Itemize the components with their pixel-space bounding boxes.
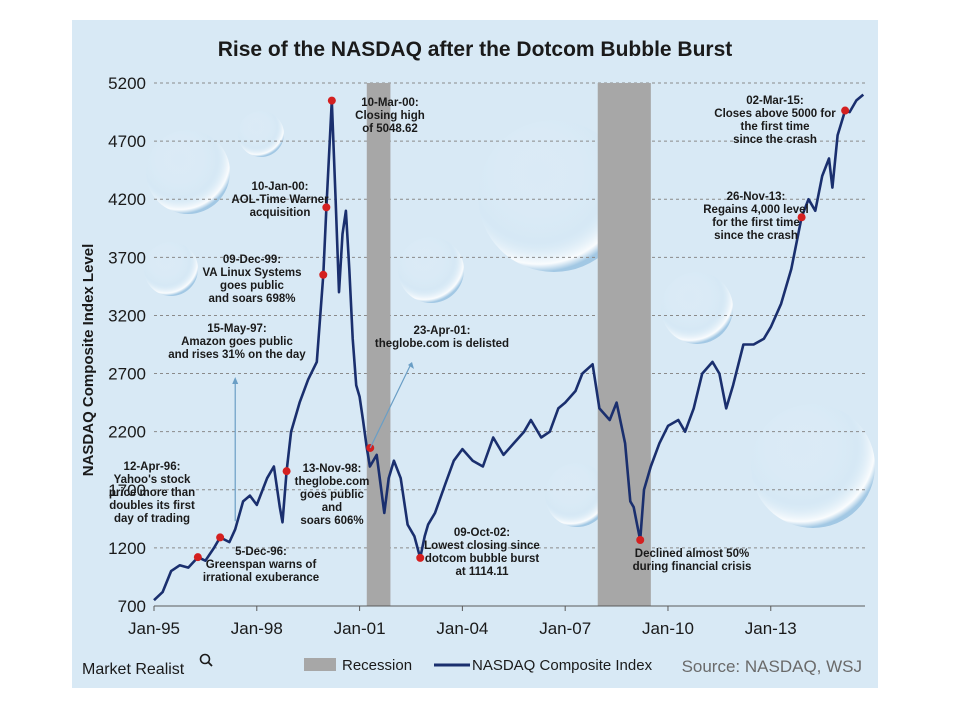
annotation-label: 02-Mar-15: Closes above 5000 for the first… [714, 95, 836, 146]
annotations: 12-Apr-96: Yahoo's stock price more than do… [109, 95, 850, 584]
chart-panel: Rise of the NASDAQ after the Dotcom Bubb… [72, 20, 878, 688]
source-note: Source: NASDAQ, WSJ [682, 657, 862, 676]
legend-label-nasdaq: NASDAQ Composite Index [472, 657, 653, 674]
annotation-marker [416, 553, 425, 562]
series-line-nasdaq [153, 93, 865, 602]
annotation-label: 15-May-97: Amazon goes public and rises 31… [168, 323, 306, 361]
annotation-label: 23-Apr-01: theglobe.com is delisted [375, 325, 509, 350]
annotation-label: 12-Apr-96: Yahoo's stock price more than do… [109, 461, 195, 525]
y-axis-ticks: 700 1200 1700 2200 2700 3200 3700 4200 4700 5200 [108, 74, 146, 616]
annotation-marker [319, 270, 328, 279]
annotation-label: 5-Dec-96: Greenspan warns of irrational ex… [203, 546, 319, 584]
brand-logo: Market Realist [82, 653, 213, 678]
y-tick-label: 5200 [108, 74, 146, 93]
chart-title: Rise of the NASDAQ after the Dotcom Bubb… [218, 38, 733, 61]
annotation-label: Declined almost 50% during financial cris… [633, 548, 752, 573]
magnifier-icon [199, 653, 213, 667]
annotation-marker [636, 535, 645, 544]
annotation-label: 09-Oct-02: Lowest closing since dotcom bub… [424, 527, 540, 578]
decorative-bubbles [144, 111, 875, 528]
y-tick-label: 4200 [108, 190, 146, 209]
annotation-arrowhead-theglobe [408, 362, 414, 369]
annotation-label: 09-Dec-99: VA Linux Systems goes public and… [202, 254, 301, 305]
annotation-marker [327, 96, 336, 105]
annotation-marker [282, 467, 291, 476]
y-axis-label: NASDAQ Composite Index Level [80, 244, 97, 477]
nasdaq-chart: Rise of the NASDAQ after the Dotcom Bubb… [80, 38, 875, 678]
y-tick-label: 1200 [108, 539, 146, 558]
annotation-marker [216, 533, 225, 542]
recession-band [366, 83, 391, 606]
legend: Recession NASDAQ Composite Index [304, 657, 653, 674]
grid-lines [154, 82, 865, 549]
recession-band [597, 83, 651, 606]
annotation-marker [193, 553, 202, 562]
annotation-marker [841, 106, 850, 115]
y-tick-label: 3200 [108, 306, 146, 325]
legend-label-recession: Recession [342, 657, 412, 674]
annotation-label: 10-Jan-00: AOL-Time Warner acquisition [231, 181, 329, 219]
y-tick-label: 1700 [108, 481, 146, 500]
x-tick-label: Jan-98 [231, 619, 283, 638]
x-tick-label: Jan-10 [642, 619, 694, 638]
y-tick-label: 2700 [108, 365, 146, 384]
x-tick-label: Jan-95 [128, 619, 180, 638]
y-tick-label: 4700 [108, 132, 146, 151]
y-tick-label: 2200 [108, 423, 146, 442]
annotation-label: 26-Nov-13: Regains 4,000 level for the fir… [703, 191, 808, 242]
x-tick-label: Jan-13 [745, 619, 797, 638]
series-lines [153, 93, 865, 602]
annotation-label: 10-Mar-00: Closing high of 5048.62 [355, 97, 425, 135]
annotation-leader-theglobe [369, 365, 411, 449]
legend-swatch-recession [304, 658, 336, 671]
x-tick-label: Jan-01 [334, 619, 386, 638]
annotation-marker [322, 203, 331, 212]
y-tick-label: 700 [118, 597, 146, 616]
annotation-label: 13-Nov-98: theglobe.com goes public and soar… [295, 463, 370, 527]
annotation-marker [797, 213, 806, 222]
y-tick-label: 3700 [108, 248, 146, 267]
annotation-arrowhead-amazon [232, 377, 239, 384]
x-tick-label: Jan-04 [436, 619, 488, 638]
x-axis-ticks: Jan-95 Jan-98 Jan-01 Jan-04 Jan-07 Jan-10 Jan-… [128, 606, 797, 638]
x-tick-label: Jan-07 [539, 619, 591, 638]
brand-name: Market Realist [82, 661, 185, 678]
